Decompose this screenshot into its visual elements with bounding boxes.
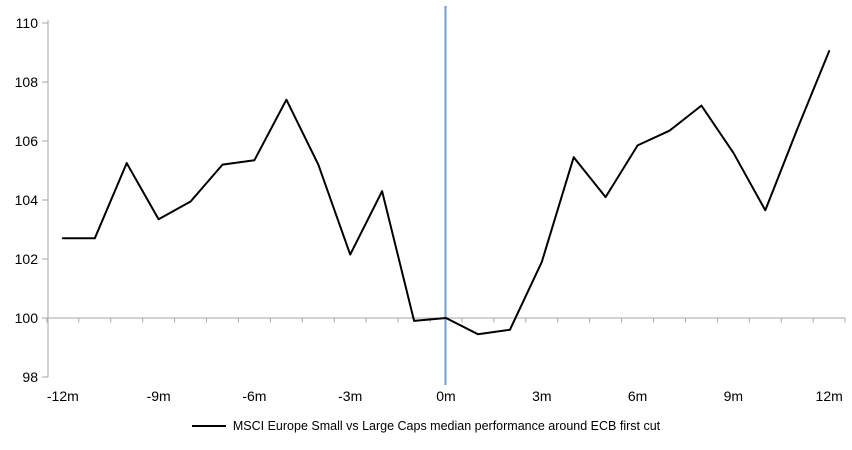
x-tick-label: 0m bbox=[436, 388, 455, 404]
y-tick-label: 98 bbox=[22, 369, 38, 385]
x-tick-label: -12m bbox=[47, 388, 79, 404]
axes-group bbox=[42, 20, 846, 378]
y-tick-label: 100 bbox=[15, 310, 39, 326]
legend-line-sample bbox=[191, 424, 226, 427]
axis-labels-group: 98 100 102 104 106 108 110 -12m -9m -6m -3m 0m 3m 6m 9… bbox=[15, 15, 843, 404]
x-tick-label: -6m bbox=[242, 388, 266, 404]
y-tick-label: 108 bbox=[15, 74, 39, 90]
x-tick-label: 3m bbox=[532, 388, 551, 404]
chart-legend: MSCI Europe Small vs Large Caps median p… bbox=[0, 417, 852, 434]
y-tick-label: 110 bbox=[16, 15, 39, 31]
y-tick-label: 106 bbox=[15, 133, 39, 149]
y-tick-label: 104 bbox=[15, 192, 39, 208]
series-line bbox=[61, 50, 831, 336]
series-group bbox=[61, 50, 831, 336]
x-tick-label: 9m bbox=[724, 388, 743, 404]
y-tick-label: 102 bbox=[15, 251, 39, 267]
legend-label: MSCI Europe Small vs Large Caps median p… bbox=[232, 418, 661, 433]
x-tick-label: 12m bbox=[816, 388, 843, 404]
x-tick-label: 6m bbox=[628, 388, 647, 404]
x-tick-label: -3m bbox=[338, 388, 362, 404]
x-tick-label: -9m bbox=[147, 388, 171, 404]
